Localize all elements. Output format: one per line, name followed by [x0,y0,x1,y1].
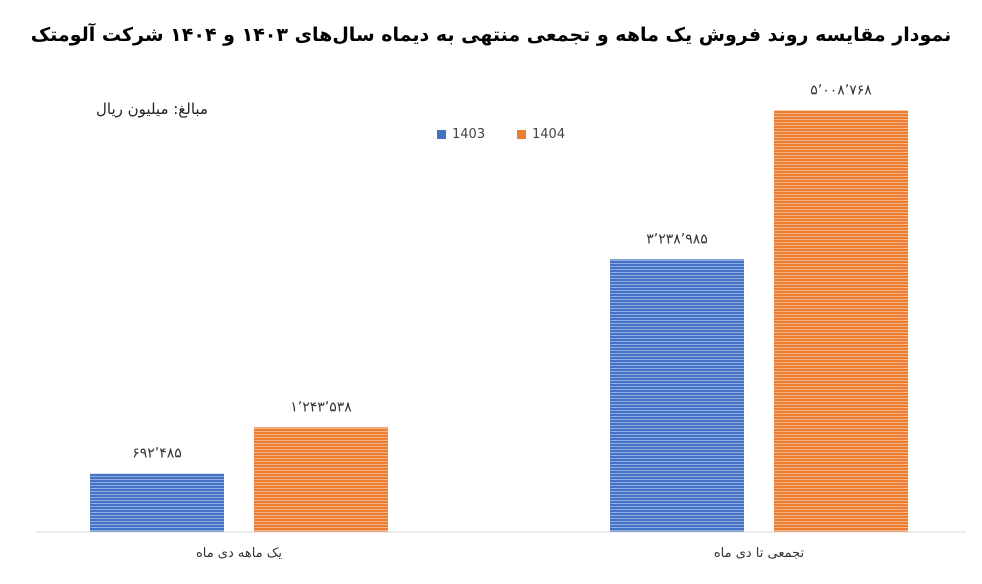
chart-title: نمودار مقایسه روند فروش یک ماهه و تجمعی … [30,24,952,46]
bar-1403-0 [90,473,224,532]
bar-1404-0 [254,427,388,532]
data-label-1403-1: ۳٬۲۳۸٬۹۸۵ [646,231,708,247]
bar-1404-1 [774,110,908,532]
category-label-1: تجمعی تا دی ماه [714,546,805,561]
legend-swatch-1404 [517,130,526,139]
data-label-1404-1: ۵٬۰۰۸٬۷۶۸ [810,82,872,98]
data-label-1403-0: ۶۹۲٬۴۸۵ [132,446,182,462]
data-label-1404-0: ۱٬۲۴۳٬۵۳۸ [290,399,352,415]
legend-swatch-1403 [437,130,446,139]
bar-1403-1 [610,259,744,532]
category-label-0: یک ماهه دی ماه [196,546,282,561]
legend-label-1403: 1403 [452,127,486,142]
legend-item-1404: 1404 [517,127,565,142]
legend-item-1403: 1403 [437,127,485,142]
legend-label-1404: 1404 [532,127,566,142]
unit-label: مبالغ: میلیون ریال [96,100,208,118]
